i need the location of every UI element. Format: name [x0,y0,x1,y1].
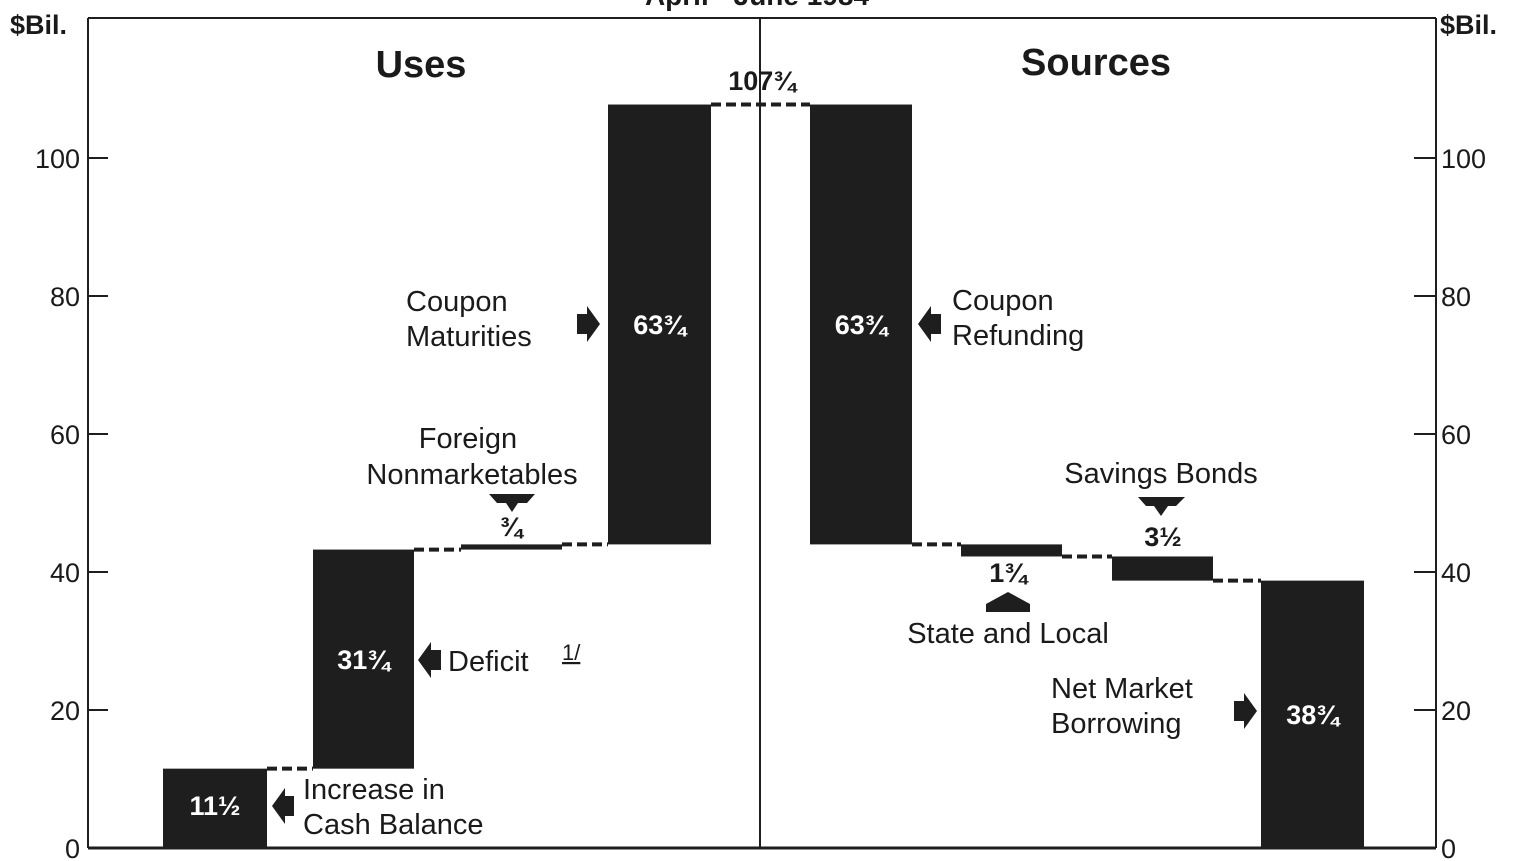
y-tick-label-left: 40 [50,558,80,588]
label-deficit: Deficit [448,646,529,678]
bar-deficit [313,549,414,769]
label-foreign-nonmarketables: Foreign Nonmarketables [366,423,577,491]
y-tick-label-right: 80 [1441,282,1471,312]
label-line: Nonmarketables [366,459,577,491]
y-tick-label-right: 20 [1441,696,1471,726]
label-state-and-local: State and Local [907,618,1109,650]
bar-value-label: 63¾ [835,310,890,340]
arrow-right-icon [577,306,600,342]
bar-coupon-maturities [608,104,711,545]
label-line: Coupon [952,285,1054,317]
bar-foreign-nonmarketables [461,544,562,550]
label-line: Cash Balance [303,809,484,841]
label-line: Deficit [448,646,529,678]
chart-subtitle: April - June 1984 [645,0,870,11]
label-net-market-borrowing: Net Market Borrowing [1051,673,1201,740]
bar-state-and-local [961,544,1062,557]
y-tick-label-left: 80 [50,282,80,312]
bar-value-label: ¾ [500,512,525,542]
bar-value-label: 38¾ [1286,700,1341,730]
deficit-footnote: 1/ [562,640,581,665]
y-tick-label-left: 100 [35,144,80,174]
arrow-up-icon [986,592,1030,612]
bar-value-label: 3½ [1144,522,1182,552]
bar-value-label: 63¾ [633,310,688,340]
y-tick-label-left: 60 [50,420,80,450]
connector-lines [267,102,1261,771]
label-line: Borrowing [1051,708,1182,740]
total-value-label: 107¾ [728,66,798,96]
bars: 11½ 31¾ ¾ 63¾ 63¾ 1¾ 3½ 38¾ [163,104,1364,848]
label-coupon-maturities: Coupon Maturities [406,286,532,353]
y-tick-label-left: 0 [65,834,80,861]
label-line: Foreign [419,423,517,455]
label-line: Maturities [406,321,532,353]
bar-net-market-borrowing [1261,580,1364,848]
arrow-left-icon [418,642,441,678]
bar-value-label: 1¾ [989,558,1029,588]
bar-coupon-refunding [810,104,912,545]
label-line: Net Market [1051,673,1193,705]
arrow-down-icon [1138,497,1185,516]
right-unit-label: $Bil. [1440,10,1497,40]
left-unit-label: $Bil. [10,10,67,40]
y-tick-label-right: 40 [1441,558,1471,588]
y-tick-label-left: 20 [50,696,80,726]
sources-panel-title: Sources [1021,42,1171,84]
arrow-left-icon [272,788,294,824]
bar-savings-bonds [1112,556,1213,581]
label-line: Increase in [303,774,445,806]
bar-increase-cash-balance [163,768,267,848]
arrow-right-icon [1234,693,1257,729]
label-line: Coupon [406,286,508,318]
bar-value-label: 31¾ [337,645,392,675]
y-tick-label-right: 0 [1441,834,1456,861]
uses-panel-title: Uses [376,44,467,86]
y-tick-label-right: 100 [1441,144,1486,174]
arrow-down-icon [489,494,535,512]
y-tick-label-right: 60 [1441,420,1471,450]
label-coupon-refunding: Coupon Refunding [952,285,1084,352]
arrow-left-icon [918,306,941,342]
label-increase-cash-balance: Increase in Cash Balance [303,774,484,841]
bar-value-label: 11½ [189,791,240,821]
label-savings-bonds: Savings Bonds [1064,458,1257,490]
y-axis-ticks: 0 0 20 20 40 40 60 60 80 80 100 100 [35,144,1486,861]
label-line: Refunding [952,320,1084,352]
